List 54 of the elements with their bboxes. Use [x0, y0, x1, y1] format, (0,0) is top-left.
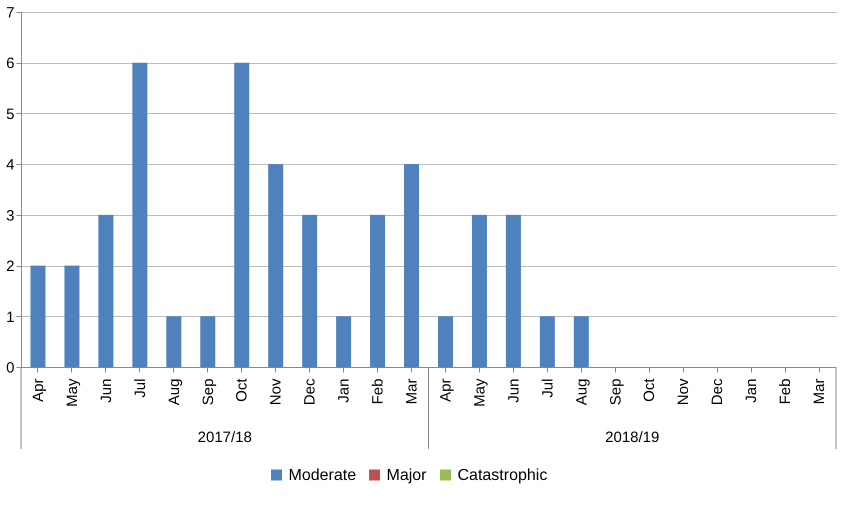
- x-tick-label: Apr: [437, 378, 454, 402]
- x-tick-label: Oct: [234, 378, 251, 402]
- x-tick-label: Jul: [539, 378, 556, 398]
- y-tick-label: 6: [6, 55, 14, 72]
- x-tick-label: Dec: [709, 378, 726, 406]
- x-tick-label: Jul: [132, 378, 149, 398]
- x-tick-label: Mar: [404, 378, 421, 404]
- bar: [472, 214, 487, 367]
- bar: [64, 266, 80, 367]
- legend-label: Moderate: [288, 467, 356, 484]
- y-tick-label: 2: [6, 258, 14, 276]
- x-tick-label: Sep: [200, 378, 217, 406]
- bar: [268, 164, 284, 367]
- x-tick-label: Feb: [777, 378, 794, 404]
- bar: [336, 316, 352, 367]
- text: 2017/18: [198, 429, 252, 446]
- y-tick-label: 1: [6, 308, 14, 326]
- y-tick-label: 3: [6, 207, 14, 224]
- x-tick-label: Dec: [302, 378, 319, 406]
- bar: [370, 214, 386, 367]
- x-tick-label: Jun: [505, 378, 522, 403]
- x-tick-label: Nov: [675, 378, 692, 406]
- x-tick-label: Jan: [336, 378, 353, 403]
- bar: [98, 214, 114, 367]
- x-tick-label: Oct: [641, 378, 658, 402]
- x-tick-label: Jun: [98, 378, 115, 403]
- x-tick-label: Jan: [743, 378, 760, 403]
- bar: [540, 316, 555, 367]
- legend-label: Catastrophic: [458, 467, 548, 484]
- bar: [132, 62, 148, 367]
- bar: [574, 316, 589, 367]
- x-tick-label: Mar: [811, 378, 828, 404]
- bar: [302, 214, 318, 367]
- bar: [30, 266, 46, 367]
- x-tick-label: Aug: [573, 378, 590, 406]
- x-tick-label: May: [471, 378, 488, 407]
- x-tick-label: Nov: [268, 378, 285, 406]
- bar: [506, 214, 521, 367]
- bar: [404, 164, 420, 367]
- x-tick-label: Sep: [607, 378, 624, 406]
- legend-label: Major: [386, 467, 428, 484]
- x-tick-label: Aug: [166, 378, 183, 406]
- y-tick-label: 4: [6, 156, 14, 174]
- x-tick-label: Feb: [370, 378, 387, 404]
- y-tick-label: 0: [6, 360, 14, 376]
- bar: [200, 316, 216, 367]
- bar: [234, 62, 250, 367]
- x-tick-label: Apr: [30, 378, 47, 402]
- bar: [438, 316, 453, 367]
- y-tick-label: 5: [6, 106, 14, 123]
- text: 2018/19: [605, 429, 660, 446]
- x-tick-label: May: [64, 378, 81, 407]
- y-tick-label: 7: [6, 4, 14, 22]
- bar: [166, 316, 182, 367]
